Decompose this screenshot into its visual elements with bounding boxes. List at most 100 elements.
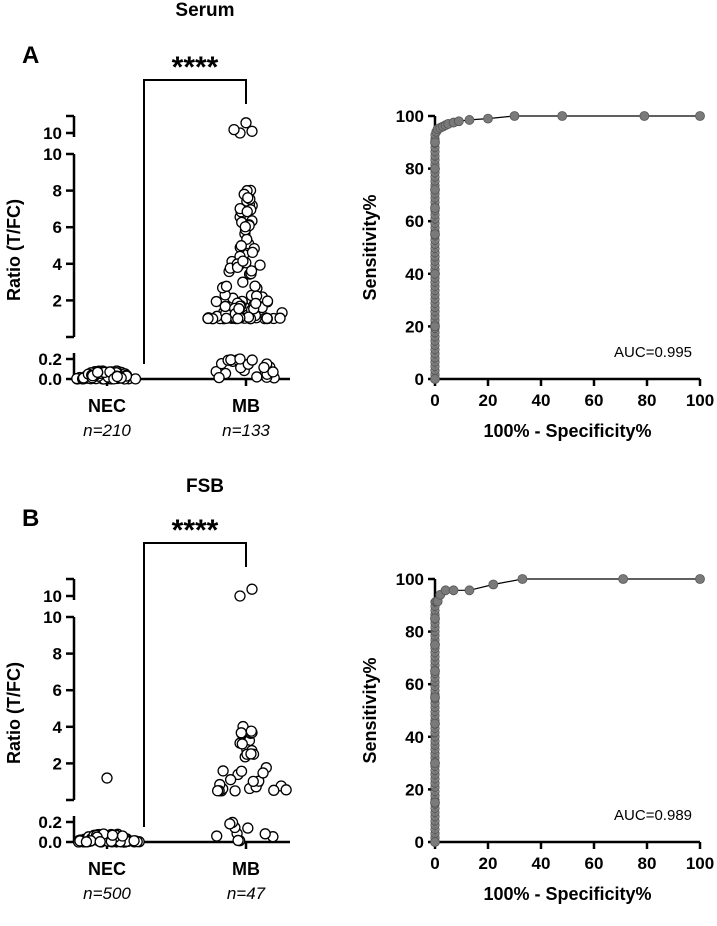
roc-y-tick-label: 20 bbox=[405, 317, 424, 336]
significance-stars: **** bbox=[172, 51, 219, 84]
data-point-nec bbox=[91, 366, 104, 378]
data-point-mb bbox=[258, 361, 270, 374]
roc-point bbox=[430, 797, 440, 808]
roc-x-tick-label: 20 bbox=[479, 854, 498, 873]
data-point-mb bbox=[225, 354, 237, 366]
roc-x-tick-label: 60 bbox=[585, 391, 604, 410]
roc-y-tick-label: 60 bbox=[405, 212, 424, 231]
roc-x-tick-label: 100 bbox=[686, 854, 714, 873]
data-point-mb bbox=[251, 371, 263, 383]
data-point-nec bbox=[111, 370, 123, 383]
roc-x-tick-label: 0 bbox=[430, 391, 439, 410]
data-point-mb bbox=[235, 240, 247, 252]
y-tick-label: 10 bbox=[43, 145, 62, 164]
data-point-mb bbox=[250, 297, 262, 310]
n-label: n=500 bbox=[83, 884, 131, 903]
roc-x-axis-label: 100% - Specificity% bbox=[483, 421, 651, 441]
data-point-mb bbox=[261, 295, 274, 307]
roc-curve bbox=[434, 578, 700, 842]
roc-point bbox=[430, 758, 440, 769]
roc-y-tick-label: 20 bbox=[405, 780, 424, 799]
data-point-mb bbox=[249, 280, 261, 292]
roc-x-tick-label: 80 bbox=[638, 391, 657, 410]
data-point-mb bbox=[217, 765, 229, 777]
roc-x-tick-label: 0 bbox=[430, 854, 439, 873]
roc-y-tick-label: 80 bbox=[405, 160, 424, 179]
roc-x-tick-label: 80 bbox=[638, 854, 657, 873]
roc-y-axis-label: Sensitivity% bbox=[360, 194, 380, 300]
roc-point bbox=[430, 639, 440, 650]
data-point-mb bbox=[232, 312, 244, 325]
auc-annotation: AUC=0.989 bbox=[614, 807, 692, 824]
data-point-nec bbox=[128, 835, 140, 847]
data-point-mb bbox=[237, 255, 249, 267]
data-point-mb bbox=[220, 280, 233, 292]
roc-point bbox=[464, 585, 475, 596]
data-point-mb bbox=[246, 246, 259, 259]
x-category-label: NEC bbox=[88, 859, 126, 879]
roc-point bbox=[430, 137, 440, 148]
panel-b-charts: 0.00.2 2 4 6 8 10 10 Ratio (T/FC) NEC n=500 MB n=47… bbox=[4, 514, 714, 904]
roc-point bbox=[448, 585, 459, 596]
roc-point bbox=[430, 229, 440, 240]
data-point-nec bbox=[80, 836, 93, 848]
data-point-mb bbox=[254, 259, 266, 271]
data-point-mb bbox=[246, 354, 258, 366]
roc-point bbox=[695, 111, 705, 121]
data-point-mb bbox=[235, 727, 247, 739]
y-tick-label: 0.2 bbox=[38, 350, 62, 369]
y-tick-label: 0.2 bbox=[38, 813, 62, 832]
roc-point bbox=[430, 374, 440, 384]
roc-point bbox=[488, 579, 499, 590]
significance-stars: **** bbox=[172, 514, 219, 547]
y-tick-label: 8 bbox=[53, 182, 62, 201]
data-point-mb bbox=[235, 765, 248, 777]
data-point-nec bbox=[94, 836, 106, 848]
y-tick-label: 4 bbox=[53, 255, 63, 274]
y-axis-label: Ratio (T/FC) bbox=[4, 199, 24, 301]
roc-point bbox=[509, 111, 520, 121]
panel-b-letter: B bbox=[22, 505, 40, 532]
roc-x-tick-label: 100 bbox=[686, 391, 714, 410]
data-point-mb bbox=[236, 738, 248, 750]
data-point-mb-high bbox=[246, 125, 258, 137]
data-point-mb bbox=[232, 834, 244, 847]
data-point-mb bbox=[245, 748, 257, 760]
data-point-mb bbox=[261, 312, 273, 324]
roc-y-tick-label: 0 bbox=[415, 370, 424, 389]
y-tick-label: 10 bbox=[43, 608, 62, 627]
y-tick-label: 2 bbox=[53, 754, 62, 773]
data-point-mb bbox=[245, 265, 258, 277]
significance-bracket bbox=[143, 542, 247, 827]
y-tick-label: 4 bbox=[53, 718, 63, 737]
data-point-mb bbox=[257, 767, 269, 779]
roc-x-tick-label: 40 bbox=[532, 854, 551, 873]
data-point-mb-high bbox=[240, 117, 252, 129]
data-point-mb bbox=[247, 775, 259, 788]
data-point-nec-outlier bbox=[101, 772, 113, 784]
y-tick-label: 6 bbox=[53, 218, 62, 237]
data-point-mb bbox=[242, 192, 254, 204]
roc-point bbox=[618, 574, 629, 584]
data-point-mb bbox=[229, 785, 241, 797]
data-point-mb bbox=[267, 366, 279, 378]
significance-bracket bbox=[143, 79, 247, 364]
roc-x-tick-label: 20 bbox=[479, 391, 498, 410]
roc-point bbox=[483, 113, 493, 124]
roc-point bbox=[430, 666, 440, 676]
roc-y-tick-label: 40 bbox=[405, 728, 424, 747]
data-point-mb bbox=[245, 725, 257, 737]
data-point-mb bbox=[280, 784, 292, 796]
roc-point bbox=[464, 115, 475, 125]
panel-b-figure: 0.0 0.2 2 4 6 8 10 10 Ratio (T/FC) NEC n=500 MB n=47… bbox=[0, 463, 717, 926]
y-tick-label: 2 bbox=[53, 291, 62, 310]
roc-x-tick-label: 60 bbox=[585, 854, 604, 873]
roc-curve bbox=[434, 115, 700, 379]
data-point-mb bbox=[233, 303, 245, 315]
panel-b-title: FSB bbox=[186, 476, 224, 497]
roc-point bbox=[430, 321, 440, 332]
roc-point bbox=[430, 203, 440, 213]
panel-a-charts: 0.00.2 2 4 6 8 10 10 Ratio (T/FC) NEC n=210 MB n=13… bbox=[4, 51, 714, 441]
data-point-mb-high bbox=[246, 583, 258, 595]
data-point-mb-high bbox=[234, 590, 246, 602]
